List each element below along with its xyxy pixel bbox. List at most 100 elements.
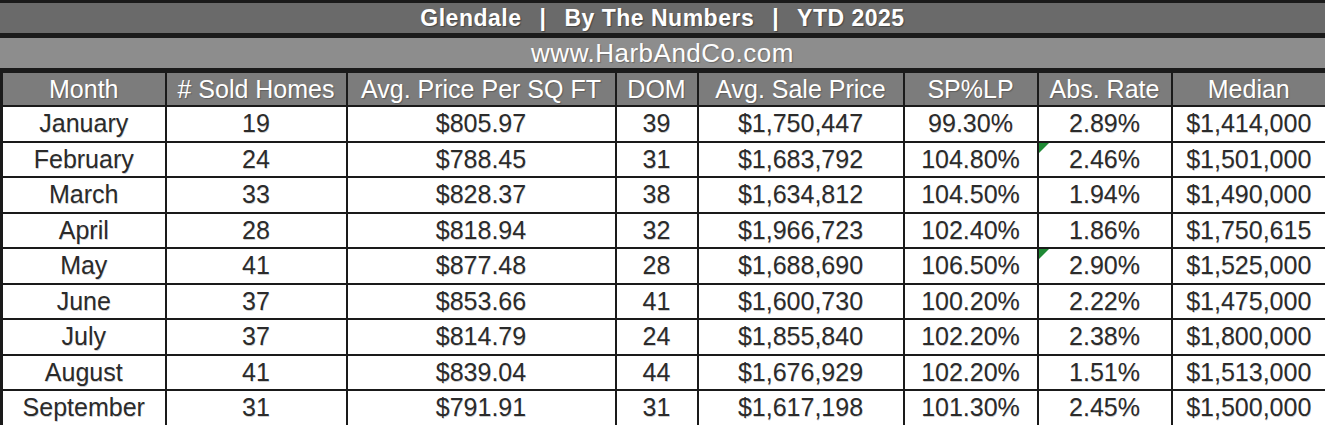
cell-value: 100.20%: [921, 287, 1020, 315]
cell-avg-sale-price: $1,683,792: [698, 142, 904, 178]
table-row: April28$818.9432$1,966,723102.40%1.86%$1…: [2, 213, 1325, 249]
cell-sp-lp: 104.50%: [904, 177, 1038, 213]
table-row: February24$788.4531$1,683,792104.80%2.46…: [2, 142, 1325, 178]
cell-sold-homes: 41: [166, 248, 347, 284]
cell-sp-lp: 99.30%: [904, 106, 1038, 142]
cell-avg-sale-price: $1,617,198: [698, 390, 904, 425]
cell-median: $1,490,000: [1172, 177, 1325, 213]
error-flag-triangle-icon: [1039, 249, 1049, 259]
title-part-city: Glendale: [420, 5, 521, 32]
cell-value: July: [62, 322, 106, 350]
cell-value: 39: [643, 109, 671, 137]
cell-value: 24: [643, 322, 671, 350]
title-separator: |: [772, 5, 779, 32]
cell-value: $1,513,000: [1186, 358, 1311, 386]
cell-value: 2.89%: [1069, 109, 1140, 137]
cell-month: September: [2, 390, 166, 425]
cell-median: $1,501,000: [1172, 142, 1325, 178]
cell-median: $1,750,615: [1172, 213, 1325, 249]
cell-value: $1,634,812: [738, 180, 863, 208]
stats-table: Month# Sold HomesAvg. Price Per SQ FTDOM…: [0, 71, 1325, 425]
cell-month: May: [2, 248, 166, 284]
cell-value: May: [60, 251, 107, 279]
cell-sp-lp: 102.20%: [904, 355, 1038, 391]
cell-value: 99.30%: [928, 109, 1013, 137]
cell-median: $1,475,000: [1172, 284, 1325, 320]
cell-month: February: [2, 142, 166, 178]
cell-value: $814.79: [436, 322, 526, 350]
cell-median: $1,525,000: [1172, 248, 1325, 284]
cell-value: 37: [242, 287, 270, 315]
cell-value: 104.80%: [921, 145, 1020, 173]
cell-value: $1,750,447: [738, 109, 863, 137]
cell-value: 101.30%: [921, 393, 1020, 421]
cell-avg-sale-price: $1,855,840: [698, 319, 904, 355]
cell-value: March: [49, 180, 118, 208]
cell-dom: 44: [616, 355, 698, 391]
cell-sp-lp: 100.20%: [904, 284, 1038, 320]
cell-value: $1,688,690: [738, 251, 863, 279]
cell-avg-price-per-sq-ft: $839.04: [347, 355, 616, 391]
cell-month: March: [2, 177, 166, 213]
table-row: September31$791.9131$1,617,198101.30%2.4…: [2, 390, 1325, 425]
cell-value: 44: [643, 358, 671, 386]
cell-value: 41: [643, 287, 671, 315]
table-row: January 19$805.97 39 $1,750,447 99.30% 2.89% $…: [2, 106, 1325, 142]
cell-value: 41: [242, 251, 270, 279]
cell-month: August: [2, 355, 166, 391]
cell-abs-rate: 2.89%: [1038, 106, 1172, 142]
cell-avg-price-per-sq-ft: $805.97: [347, 106, 616, 142]
column-header-avg-price-per-sq-ft: Avg. Price Per SQ FT: [347, 72, 616, 106]
cell-value: $1,683,792: [738, 145, 863, 173]
cell-dom: 38: [616, 177, 698, 213]
cell-value: 28: [643, 251, 671, 279]
cell-month: July: [2, 319, 166, 355]
column-header-abs-rate: Abs. Rate: [1038, 72, 1172, 106]
cell-value: $1,966,723: [738, 216, 863, 244]
cell-value: 31: [643, 145, 671, 173]
stats-board: Glendale | By The Numbers | YTD 2025 www…: [0, 0, 1325, 429]
cell-avg-price-per-sq-ft: $853.66: [347, 284, 616, 320]
cell-abs-rate: 2.38%: [1038, 319, 1172, 355]
cell-sold-homes: 33: [166, 177, 347, 213]
table-row: August41$839.0444$1,676,929102.20%1.51%$…: [2, 355, 1325, 391]
cell-sp-lp: 102.20%: [904, 319, 1038, 355]
column-header-dom: DOM: [616, 72, 698, 106]
cell-value: August: [45, 358, 123, 386]
cell-value: 2.45%: [1069, 393, 1140, 421]
cell-value: 104.50%: [921, 180, 1020, 208]
cell-value: 102.20%: [921, 322, 1020, 350]
cell-value: 31: [643, 393, 671, 421]
cell-value: $1,600,730: [738, 287, 863, 315]
cell-value: $828.37: [436, 180, 526, 208]
cell-abs-rate: 2.45%: [1038, 390, 1172, 425]
cell-value: $1,490,000: [1186, 180, 1311, 208]
cell-value: 2.46%: [1069, 145, 1140, 173]
cell-value: January: [39, 109, 128, 137]
cell-dom: 24: [616, 319, 698, 355]
cell-value: $1,617,198: [738, 393, 863, 421]
cell-sold-homes: 41: [166, 355, 347, 391]
cell-sold-homes: 24: [166, 142, 347, 178]
cell-avg-price-per-sq-ft: $791.91: [347, 390, 616, 425]
cell-dom: 32: [616, 213, 698, 249]
cell-value: $818.94: [436, 216, 526, 244]
cell-dom: 28: [616, 248, 698, 284]
cell-median: $1,414,000: [1172, 106, 1325, 142]
cell-value: 28: [242, 216, 270, 244]
cell-value: $1,750,615: [1186, 216, 1311, 244]
cell-avg-sale-price: $1,966,723: [698, 213, 904, 249]
column-header-avg-sale-price: Avg. Sale Price: [698, 72, 904, 106]
cell-dom: 31: [616, 142, 698, 178]
cell-value: September: [23, 393, 145, 421]
cell-value: $1,800,000: [1186, 322, 1311, 350]
column-header-median: Median: [1172, 72, 1325, 106]
cell-value: 38: [643, 180, 671, 208]
column-header-sold-homes: # Sold Homes: [166, 72, 347, 106]
column-header-sp-lp: SP%LP: [904, 72, 1038, 106]
cell-value: $1,475,000: [1186, 287, 1311, 315]
cell-value: 37: [242, 322, 270, 350]
cell-sp-lp: 104.80%: [904, 142, 1038, 178]
cell-value: April: [59, 216, 109, 244]
cell-sold-homes: 19: [166, 106, 347, 142]
